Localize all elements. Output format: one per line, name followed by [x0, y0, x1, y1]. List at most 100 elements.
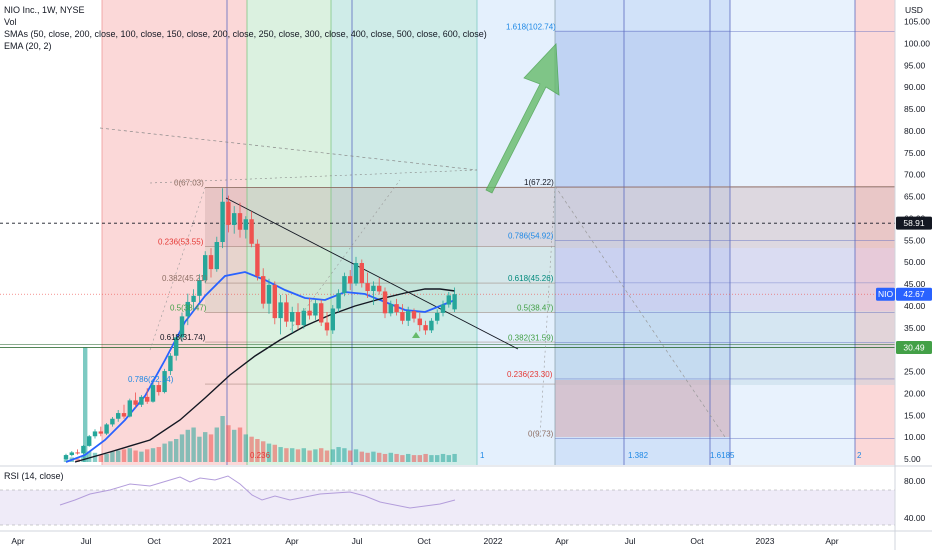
candle-body: [348, 276, 353, 284]
rsi-legend[interactable]: RSI (14, close): [4, 471, 64, 481]
volume-bar: [174, 439, 179, 462]
time-zone: [855, 0, 895, 465]
price-tick-label: 95.00: [904, 60, 926, 70]
projection-dotted: [554, 185, 726, 438]
price-tick-label: 20.00: [904, 388, 926, 398]
candle-body: [133, 400, 138, 405]
candle-body: [145, 396, 150, 402]
ema-legend[interactable]: EMA (20, 2): [4, 41, 52, 51]
candle-body: [429, 320, 434, 331]
candle-body: [208, 255, 214, 270]
last-price-badge-bg: [896, 287, 932, 301]
candle-body: [319, 303, 324, 323]
fib-label-right: 0.786(54.92): [508, 232, 554, 241]
volume-bar: [162, 443, 167, 462]
candle-body: [156, 385, 161, 393]
candle-body: [313, 303, 318, 316]
candle-body: [365, 283, 370, 291]
candle-body: [406, 311, 411, 321]
candle-body: [104, 424, 109, 434]
candle-body: [336, 293, 341, 309]
candle-body: [446, 295, 451, 305]
volume-bar: [145, 449, 150, 462]
fib-label-left: 0.5(38.47): [170, 304, 207, 313]
trend-dotted: [289, 179, 401, 331]
price-tick-label: 5.00: [904, 454, 921, 464]
candle-body: [214, 242, 219, 270]
volume-bar: [411, 455, 417, 462]
rsi-band: [0, 490, 895, 525]
candle-body: [162, 371, 167, 393]
volume-bars: [63, 347, 457, 462]
candle-body: [121, 413, 127, 417]
fib-box: [555, 248, 895, 311]
candle-body: [423, 325, 428, 331]
vol-legend[interactable]: Vol: [4, 17, 17, 27]
candle-body: [377, 285, 382, 292]
symbol-badge: NIO: [878, 289, 894, 299]
price-tick-label: 45.00: [904, 279, 926, 289]
candle-body: [168, 355, 173, 372]
volume-bar: [336, 447, 341, 462]
sma-legend[interactable]: SMAs (50, close, 200, close, 100, close,…: [4, 29, 487, 39]
volume-bar: [440, 453, 446, 462]
candle-body: [284, 302, 289, 322]
symbol-title[interactable]: NIO Inc., 1W, NYSE: [4, 5, 85, 15]
candle-body: [185, 301, 190, 317]
rsi-line: [59, 475, 456, 509]
volume-bar: [319, 448, 324, 462]
volume-bar: [290, 448, 295, 462]
fib-labels: 0(67.03) 0.236(53.55) 0.382(45.21) 0.5(38.4…: [128, 22, 862, 460]
candle-body: [150, 385, 156, 402]
candle-body: [220, 201, 225, 242]
volume-bar: [208, 434, 214, 462]
volume-bar: [452, 453, 457, 462]
fib-box: [555, 311, 895, 385]
candle-body: [301, 310, 306, 326]
candle-body: [400, 312, 405, 321]
candle-body: [179, 316, 185, 338]
time-tick-label: Apr: [285, 536, 298, 546]
volume-bar: [423, 453, 428, 462]
volume-bar: [83, 347, 88, 462]
volume-bar: [400, 455, 405, 462]
candle-body: [307, 310, 312, 316]
price-tick-label: 55.00: [904, 235, 926, 245]
volume-bar: [127, 448, 132, 462]
time-tick-label: Apr: [11, 536, 24, 546]
time-fib-label: 1.382: [628, 451, 649, 460]
fib-time-zones: [101, 0, 896, 465]
price-tick-label: 105.00: [904, 17, 930, 27]
volume-bar: [63, 458, 69, 462]
candle-body: [382, 291, 388, 314]
projection-arrow: [485, 43, 560, 194]
price-tick-label: 25.00: [904, 367, 926, 377]
descending-trendline: [225, 197, 519, 350]
volume-bar: [429, 455, 434, 462]
candle-body: [411, 311, 417, 319]
price-badge: 58.91: [903, 218, 925, 228]
candle-body: [75, 452, 80, 454]
time-tick-label: 2022: [484, 536, 503, 546]
fib-label-left: 0(67.03): [174, 179, 204, 188]
fib-box: [555, 380, 730, 437]
price-tick-label: 40.00: [904, 301, 926, 311]
time-fib-label: 2: [857, 451, 862, 460]
candle-body: [98, 431, 103, 434]
time-tick-label: Apr: [825, 536, 838, 546]
volume-bar: [98, 455, 103, 462]
candle-body: [266, 284, 272, 304]
volume-bar: [371, 451, 376, 462]
volume-bar: [121, 449, 127, 462]
rsi-pane: [0, 465, 932, 526]
volume-bar: [133, 450, 138, 462]
price-tick-label: 15.00: [904, 410, 926, 420]
volume-bar: [110, 451, 115, 462]
price-tick-label: 65.00: [904, 192, 926, 202]
volume-bar: [342, 448, 347, 462]
volume-bar: [301, 448, 306, 462]
misc-label: 0.236: [250, 451, 271, 460]
volume-bar: [377, 452, 382, 462]
